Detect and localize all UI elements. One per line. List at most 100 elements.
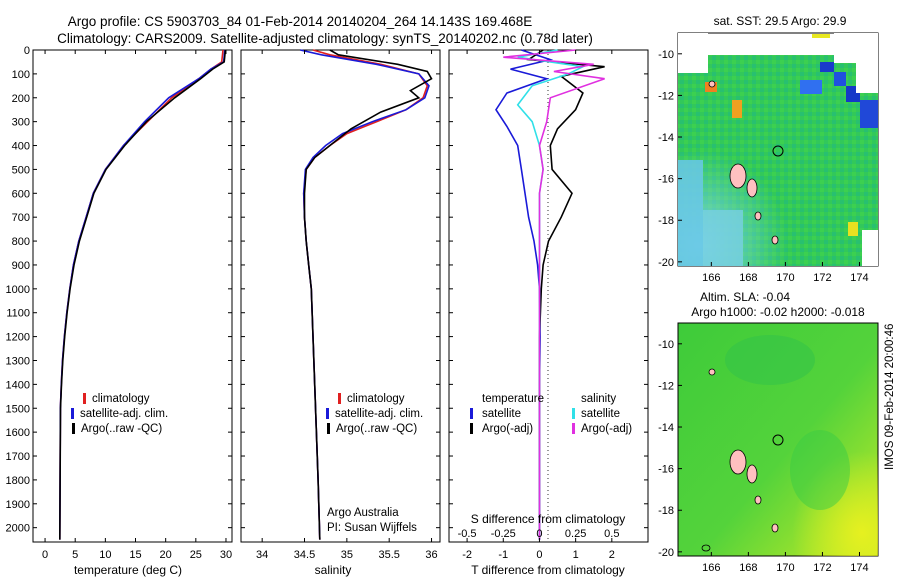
depth-tick-label: 1700 [6, 451, 30, 463]
legend-diff-sal-argo: Argo(-adj) [581, 423, 632, 435]
map-lat-label: -16 [658, 464, 674, 476]
depth-tick-label: 1400 [6, 379, 30, 391]
depth-tick-label: 1000 [6, 284, 30, 296]
map-lat-label: -18 [658, 215, 674, 227]
p3-stick-label: -0.5 [458, 528, 477, 540]
legend-sal-argo: Argo(..raw -QC) [336, 423, 417, 435]
depth-tick-label: 100 [12, 69, 30, 81]
p3-xtick-label: 1 [573, 549, 579, 561]
salinity-panel: 34 34.5 35 35.5 36 salinity climatology sate… [240, 49, 441, 577]
p2-series-2 [303, 49, 433, 540]
sla-map-title2: Argo h1000: -0.02 h2000: -0.018 [691, 305, 865, 319]
depth-tick-label: 2000 [6, 523, 30, 535]
p2-xtick-label: 34 [256, 549, 268, 561]
map-lat-label: -14 [658, 132, 674, 144]
p1-xtick-label: 10 [99, 549, 111, 561]
title-line1: Argo profile: CS 5903703_84 01-Feb-2014 … [68, 14, 533, 29]
credit-line1: Argo Australia [327, 507, 399, 519]
map-lon-label: 172 [813, 272, 831, 284]
legend-temp-clim: climatology [92, 393, 150, 405]
map-lon-label: 168 [739, 272, 757, 284]
map-lon-label: 172 [813, 562, 831, 574]
legend-sal-sat: satellite-adj. clim. [335, 408, 423, 420]
map-lon-label: 170 [776, 272, 794, 284]
p3-xtick-label: -1 [498, 549, 508, 561]
map-lat-label: -14 [658, 422, 674, 434]
depth-tick-label: 500 [12, 164, 30, 176]
depth-tick-label: 1600 [6, 427, 30, 439]
sla-map: Altim. SLA: -0.04 Argo h1000: -0.02 h200… [658, 290, 879, 574]
p2-xtick-label: 35 [341, 549, 353, 561]
depth-tick-label: 200 [12, 93, 30, 105]
salinity-xlabel: salinity [315, 563, 352, 577]
depth-tick-label: 1500 [6, 403, 30, 415]
p1-series-2 [59, 49, 227, 540]
p1-xtick-label: 15 [129, 549, 141, 561]
p1-xtick-label: 5 [72, 549, 78, 561]
p2-xtick-label: 34.5 [294, 549, 315, 561]
map-lat-label: -20 [658, 257, 674, 269]
map-lon-label: 168 [739, 562, 757, 574]
temperature-xlabel: temperature (deg C) [74, 563, 182, 577]
legend-diff-temp-sat: satellite [482, 408, 521, 420]
depth-tick-label: 700 [12, 212, 30, 224]
sst-map-title: sat. SST: 29.5 Argo: 29.9 [714, 14, 847, 28]
map-lat-label: -10 [658, 339, 674, 351]
depth-tick-label: 400 [12, 141, 30, 153]
p1-xtick-label: 25 [190, 549, 202, 561]
map-lat-label: -18 [658, 505, 674, 517]
legend-sal-clim: climatology [347, 393, 405, 405]
difference-legend: temperature satellite Argo(-adj) salinit… [470, 393, 632, 435]
diff-xlabel-s: S difference from climatology [471, 512, 626, 526]
map-lat-label: -16 [658, 174, 674, 186]
p3-series-3 [503, 49, 605, 540]
legend-temp-argo: Argo(..raw -QC) [81, 423, 162, 435]
diff-xlabel-t: T difference from climatology [471, 563, 625, 577]
sla-map-title1: Altim. SLA: -0.04 [700, 290, 790, 304]
p3-stick-label: 0.5 [604, 528, 619, 540]
map-lat-label: -12 [658, 380, 674, 392]
p1-xtick-label: 0 [42, 549, 48, 561]
map-lon-label: 166 [702, 562, 720, 574]
legend-diff-temp-head: temperature [482, 393, 544, 405]
difference-panel: -2 -1 0 1 2 -0.5 -0.25 0 0.25 0.5 T difference f… [448, 49, 649, 577]
legend-diff-sal-sat: satellite [581, 408, 620, 420]
map-lon-label: 174 [850, 272, 868, 284]
p3-stick-label: 0 [536, 528, 542, 540]
map-lon-label: 174 [850, 562, 868, 574]
depth-tick-label: 0 [24, 45, 30, 57]
p3-stick-label: -0.25 [491, 528, 516, 540]
depth-tick-label: 1300 [6, 355, 30, 367]
temperature-legend: climatology satellite-adj. clim. Argo(..… [71, 393, 168, 435]
depth-tick-label: 1900 [6, 499, 30, 511]
depth-tick-label: 1800 [6, 475, 30, 487]
p3-xtick-label: 0 [536, 549, 542, 561]
title-line2: Climatology: CARS2009. Satellite-adjuste… [57, 31, 593, 46]
legend-diff-temp-argo: Argo(-adj) [482, 423, 533, 435]
salinity-legend: climatology satellite-adj. clim. Argo(..… [326, 393, 423, 435]
legend-diff-sal-head: salinity [581, 393, 616, 405]
p3-xtick-label: -2 [462, 549, 472, 561]
map-lat-label: -10 [658, 49, 674, 61]
depth-tick-label: 300 [12, 117, 30, 129]
map-lat-label: -12 [658, 90, 674, 102]
temperature-panel: 0 5 10 15 20 25 30 0 100 200 300 400 500 600 700 800 90… [6, 45, 233, 577]
credit-line2: PI: Susan Wijffels [327, 522, 417, 534]
map-lon-label: 166 [702, 272, 720, 284]
p2-xtick-label: 36 [425, 549, 437, 561]
map-lon-label: 170 [776, 562, 794, 574]
depth-tick-label: 800 [12, 236, 30, 248]
p3-stick-label: 0.25 [565, 528, 586, 540]
map-lat-label: -20 [658, 547, 674, 559]
sst-map: sat. SST: 29.5 Argo: 29.9 166 168 170 172 17… [658, 14, 879, 284]
p3-xtick-label: 2 [609, 549, 615, 561]
depth-tick-label: 1100 [6, 308, 30, 320]
p1-xtick-label: 30 [220, 549, 232, 561]
depth-tick-label: 1200 [6, 332, 30, 344]
legend-temp-sat: satellite-adj. clim. [80, 408, 168, 420]
p1-xtick-label: 20 [160, 549, 172, 561]
p2-xtick-label: 35.5 [378, 549, 399, 561]
side-stamp: IMOS 09-Feb-2014 20:00:46 [884, 324, 896, 470]
depth-tick-label: 900 [12, 260, 30, 272]
